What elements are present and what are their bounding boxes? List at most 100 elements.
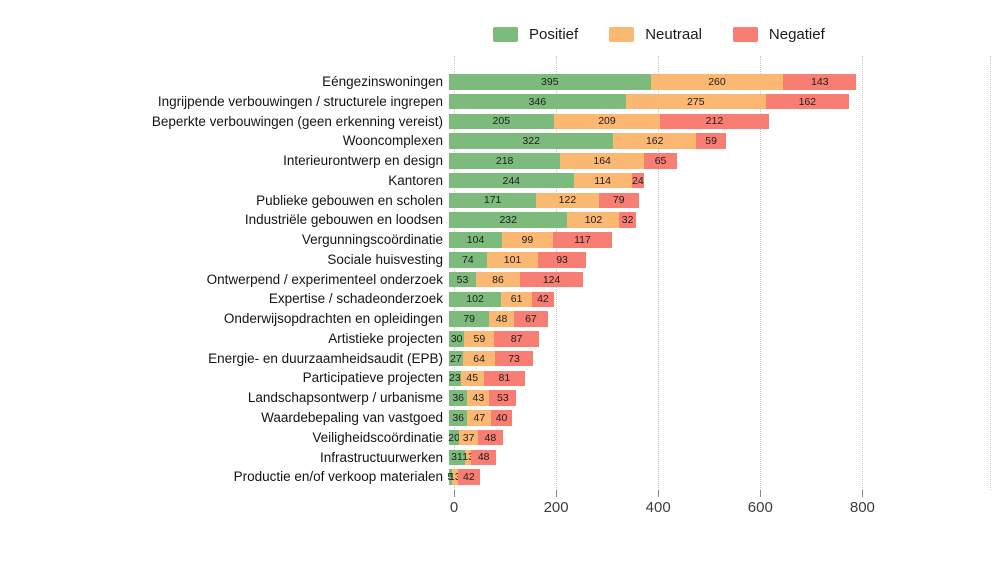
- positief-swatch-icon: [493, 27, 518, 42]
- stacked-bar: 23 45 81: [449, 370, 526, 387]
- bar-value-label: 67: [525, 313, 537, 326]
- axis-tick-label: 400: [645, 499, 671, 516]
- category-label: Landschapsontwerp / urbanisme: [247, 390, 443, 406]
- bar-value-label: 36: [452, 411, 465, 424]
- bar-value-label: 114: [594, 174, 612, 187]
- bar-value-label: 23: [449, 372, 461, 385]
- bar-row: Expertise / schadeonderzoek 102 61 42: [0, 289, 1000, 309]
- category-label: Waardebepaling van vastgoed: [261, 410, 443, 426]
- stacked-bar: 27 64 73: [449, 350, 533, 367]
- axis-tick-label: 800: [849, 499, 875, 516]
- legend-item-neutraal: Neutraal: [609, 26, 702, 43]
- bar-segment-negatief: 53: [489, 390, 517, 406]
- bar-value-label: 260: [708, 75, 726, 88]
- bar-value-label: 171: [483, 194, 502, 207]
- bar-segment-negatief: 48: [478, 429, 503, 446]
- category-label: Kantoren: [388, 172, 443, 188]
- bar-value-label: 13: [462, 451, 474, 464]
- bar-row: Interieurontwerp en design 218 164 65: [0, 151, 1000, 171]
- bar-segment-positief: 5: [447, 469, 453, 485]
- bar-value-label: 61: [510, 293, 523, 306]
- bar-segment-neutraal: 13: [449, 469, 461, 485]
- bar-value-label: 48: [477, 451, 490, 464]
- bar-segment-negatief: 40: [491, 410, 512, 426]
- bar-segment-positief: 244: [449, 172, 574, 189]
- category-label: Beperkte verbouwingen (geen erkenning ve…: [151, 113, 443, 129]
- bar-row: Kantoren 244 114 24: [0, 171, 1000, 191]
- bar-value-label: 117: [574, 234, 591, 246]
- bar-value-label: 104: [466, 234, 485, 246]
- bar-value-label: 87: [510, 332, 523, 345]
- bar-segment-negatief: 32: [619, 212, 636, 228]
- bar-row: Beperkte verbouwingen (geen erkenning ve…: [0, 112, 1000, 132]
- bar-value-label: 47: [473, 411, 486, 424]
- stacked-bar: 104 99 117: [449, 232, 613, 248]
- bar-value-label: 59: [473, 332, 486, 345]
- neutraal-swatch-icon: [609, 27, 635, 42]
- bar-value-label: 244: [502, 174, 521, 187]
- stacked-bar: 244 114 24: [449, 172, 644, 189]
- bar-segment-neutraal: 260: [650, 74, 784, 90]
- bar-row: Ingrijpende verbouwingen / structurele i…: [0, 92, 1000, 112]
- axis-tick-label: 600: [747, 499, 773, 516]
- category-label: Wooncomplexen: [342, 133, 443, 149]
- category-label: Infrastructuurwerken: [319, 449, 443, 465]
- bar-segment-neutraal: 114: [573, 172, 632, 189]
- bar-segment-neutraal: 43: [467, 390, 490, 406]
- category-label: Productie en/of verkoop materialen: [233, 469, 443, 485]
- category-label: Onderwijsopdrachten en opleidingen: [223, 311, 443, 327]
- bar-row: Energie- en duurzaamheidsaudit (EPB) 27 64…: [0, 349, 1000, 369]
- legend-item-negatief: Negatief: [732, 26, 825, 43]
- bar-value-label: 102: [584, 214, 603, 227]
- category-label: Ontwerpend / experimenteel onderzoek: [206, 271, 443, 287]
- stacked-bar: 346 275 162: [449, 93, 849, 110]
- bar-segment-positief: 53: [449, 271, 477, 288]
- bar-value-label: 79: [463, 313, 475, 326]
- bar-segment-neutraal: 37: [459, 429, 479, 446]
- bar-value-label: 45: [466, 372, 479, 385]
- bar-segment-positief: 171: [449, 192, 537, 209]
- legend-label: Positief: [529, 26, 579, 43]
- bar-value-label: 42: [463, 471, 475, 484]
- bar-segment-neutraal: 64: [462, 350, 496, 367]
- bar-segment-negatief: 81: [483, 370, 526, 387]
- bar-segment-positief: 232: [449, 212, 568, 228]
- bar-segment-negatief: 42: [458, 469, 480, 485]
- bar-segment-neutraal: 48: [489, 311, 514, 327]
- bar-value-label: 32: [621, 214, 634, 227]
- bar-segment-negatief: 48: [471, 449, 496, 466]
- bar-value-label: 65: [654, 154, 667, 167]
- bar-row: Participatieve projecten 23 45 81: [0, 368, 1000, 388]
- bar-value-label: 27: [450, 352, 462, 365]
- stacked-bar: 232 102 32: [449, 212, 636, 228]
- bar-value-label: 86: [492, 273, 504, 286]
- bar-row: Onderwijsopdrachten en opleidingen 79 48 67: [0, 309, 1000, 329]
- bar-value-label: 48: [495, 313, 508, 326]
- stacked-bar: 31 13 48: [449, 449, 496, 466]
- bar-rows: Eéngezinswoningen 395 260 143 Ingrijpende ve…: [0, 72, 1000, 487]
- bar-row: Ontwerpend / experimenteel onderzoek 53 86…: [0, 270, 1000, 290]
- bar-value-label: 13: [449, 471, 461, 484]
- bar-segment-positief: 31: [449, 449, 465, 466]
- bar-row: Eéngezinswoningen 395 260 143: [0, 72, 1000, 92]
- stacked-bar: 5 13 42: [447, 469, 480, 485]
- legend-item-positief: Positief: [493, 26, 578, 43]
- bar-value-label: 143: [811, 75, 829, 88]
- stacked-bar: 205 209 212: [449, 113, 769, 130]
- bar-value-label: 218: [495, 154, 514, 167]
- bar-segment-negatief: 42: [532, 291, 554, 308]
- bar-value-label: 232: [499, 214, 517, 227]
- bar-segment-negatief: 79: [598, 192, 639, 209]
- bar-row: Landschapsontwerp / urbanisme 36 43 53: [0, 388, 1000, 408]
- bar-value-label: 30: [450, 332, 463, 345]
- bar-segment-positief: 395: [449, 74, 651, 90]
- bar-value-label: 209: [598, 115, 616, 128]
- bar-row: Productie en/of verkoop materialen 5 13 42: [0, 467, 1000, 487]
- category-label: Ingrijpende verbouwingen / structurele i…: [157, 93, 443, 109]
- bar-segment-negatief: 67: [513, 311, 548, 327]
- bar-segment-neutraal: 86: [476, 271, 520, 288]
- bar-segment-negatief: 65: [643, 153, 678, 169]
- bar-row: Veiligheidscoördinatie 20 37 48: [0, 428, 1000, 448]
- bar-value-label: 346: [528, 95, 547, 108]
